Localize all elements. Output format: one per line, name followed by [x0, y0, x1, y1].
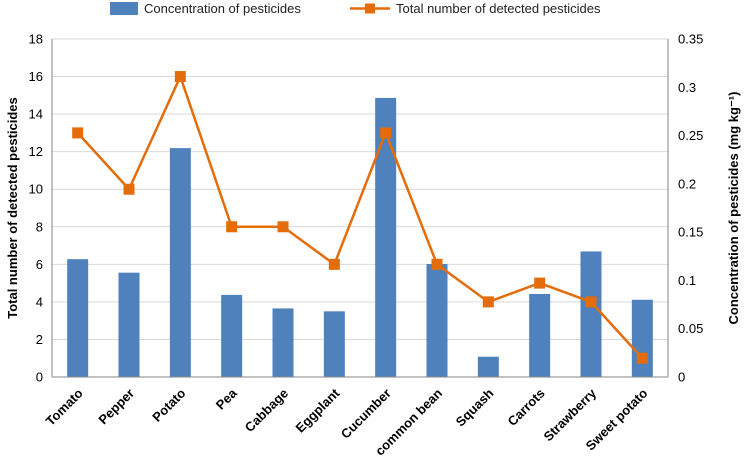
bar	[221, 294, 243, 377]
left-tick-label: 12	[29, 144, 43, 159]
right-tick-label: 0	[678, 370, 685, 385]
right-tick-label: 0.35	[678, 32, 703, 47]
line-series	[72, 71, 648, 364]
legend: Concentration of pesticides Total number…	[110, 1, 601, 16]
line-point	[277, 221, 289, 233]
line-point	[174, 71, 186, 83]
category-label: Carrots	[504, 386, 547, 429]
right-tick-label: 0.2	[678, 176, 696, 191]
left-axis-title: Total number of detected pesticides	[5, 97, 20, 319]
line-point	[482, 296, 494, 308]
line-point	[123, 183, 135, 195]
category-label: Pepper	[95, 386, 137, 428]
category-label: Pea	[213, 385, 241, 413]
category-label: Eggplant	[293, 385, 343, 435]
category-label: Squash	[453, 385, 497, 429]
category-label: Tomato	[43, 385, 86, 428]
legend-line-label: Total number of detected pesticides	[396, 1, 601, 16]
line-point	[636, 352, 648, 364]
bar	[631, 299, 653, 377]
bar	[169, 148, 191, 377]
left-tick-label: 6	[36, 257, 43, 272]
left-tick-label: 0	[36, 370, 43, 385]
left-tick-label: 8	[36, 219, 43, 234]
gridlines	[52, 38, 668, 340]
bar	[375, 97, 397, 377]
legend-bar-swatch	[110, 2, 138, 15]
bar	[323, 311, 345, 377]
right-tick-label: 0.15	[678, 225, 703, 240]
bar	[118, 272, 140, 377]
axes	[51, 39, 669, 378]
category-label: Cabbage	[242, 386, 291, 435]
left-tick-label: 14	[29, 107, 43, 122]
left-tick-label: 2	[36, 332, 43, 347]
right-axis-title: Concentration of pesticides (mg kg⁻¹)	[726, 92, 741, 325]
series-line	[76, 75, 644, 360]
bar	[426, 264, 448, 377]
category-label: Potato	[149, 385, 188, 424]
left-axis-ticks: 0 2 4 6 8 10 12 14 16 18	[29, 32, 43, 385]
category-labels: Tomato Pepper Potato Pea Cabbage EggplantCucu…	[43, 385, 651, 458]
category-label: Cucumber	[338, 386, 394, 442]
line-point	[534, 277, 546, 289]
left-tick-label: 4	[36, 294, 43, 309]
legend-line-marker	[365, 3, 375, 14]
left-tick-label: 10	[29, 182, 43, 197]
bar	[580, 251, 602, 377]
line-point	[72, 127, 84, 139]
right-tick-label: 0.05	[678, 321, 703, 336]
line-point	[585, 296, 597, 308]
bar	[67, 259, 89, 377]
bar	[272, 308, 294, 377]
line-point	[328, 258, 340, 270]
bar-series	[67, 97, 653, 377]
line-point	[226, 221, 238, 233]
right-tick-label: 0.25	[678, 128, 703, 143]
bar	[529, 293, 551, 377]
right-tick-label: 0.1	[678, 273, 696, 288]
right-axis-ticks: 0 0.05 0.1 0.15 0.2 0.25 0.3 0.35	[678, 32, 703, 385]
legend-bar-label: Concentration of pesticides	[144, 1, 301, 16]
right-tick-label: 0.3	[678, 80, 696, 95]
line-point	[431, 258, 443, 270]
left-tick-label: 18	[29, 32, 43, 47]
line-point	[380, 127, 392, 139]
left-tick-label: 16	[29, 69, 43, 84]
bar	[477, 356, 499, 377]
